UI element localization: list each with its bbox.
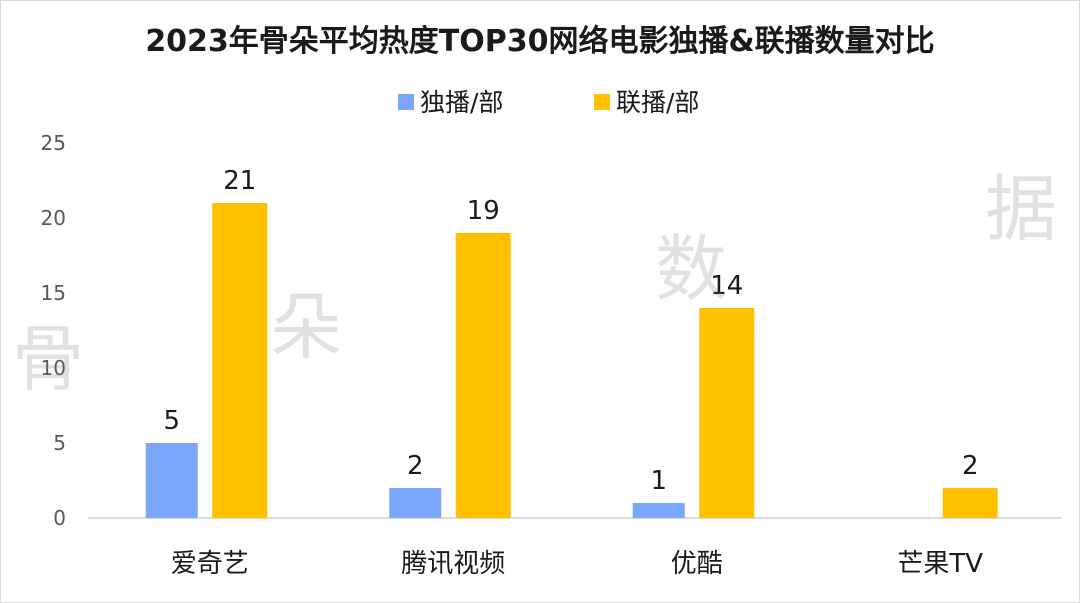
legend-label-1: 独播/部 xyxy=(420,88,503,117)
data-label: 1 xyxy=(650,466,667,496)
legend-swatch-1 xyxy=(398,94,414,110)
y-tick-label: 15 xyxy=(41,281,66,305)
x-tick-label: 腾讯视频 xyxy=(401,549,505,579)
data-label: 2 xyxy=(407,451,424,481)
y-tick-label: 5 xyxy=(53,431,66,455)
bar-exclusive-2 xyxy=(389,488,442,518)
y-tick-label: 25 xyxy=(41,131,66,155)
data-label: 21 xyxy=(223,166,256,196)
bar-exclusive-3 xyxy=(632,503,685,518)
bar-exclusive-1 xyxy=(145,443,198,518)
y-tick-label: 0 xyxy=(53,506,66,530)
x-tick-label: 芒果TV xyxy=(897,549,983,579)
data-label: 2 xyxy=(962,451,979,481)
y-tick-label: 10 xyxy=(41,356,66,380)
data-label: 5 xyxy=(163,406,180,436)
legend-label-2: 联播/部 xyxy=(616,88,699,117)
bar-joint-3 xyxy=(699,308,755,518)
data-label: 14 xyxy=(710,271,743,301)
data-label: 19 xyxy=(467,196,500,226)
bar-joint-4 xyxy=(942,488,998,518)
y-tick-label: 20 xyxy=(41,206,66,230)
x-tick-label: 爱奇艺 xyxy=(171,549,249,579)
bar-joint-2 xyxy=(455,233,511,518)
chart-title: 2023年骨朵平均热度TOP30网络电影独播&联播数量对比 xyxy=(145,24,935,59)
bar-joint-1 xyxy=(212,203,268,518)
x-tick-label: 优酷 xyxy=(671,549,723,579)
legend-swatch-2 xyxy=(594,94,610,110)
